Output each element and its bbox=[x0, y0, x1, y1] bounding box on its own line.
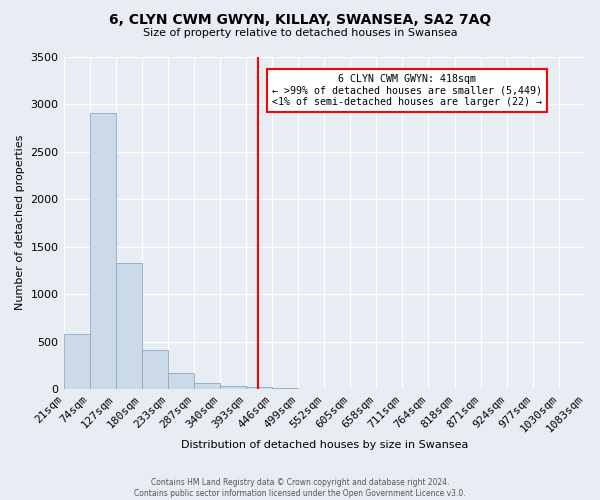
Bar bbox=[89, 112, 116, 389]
X-axis label: Distribution of detached houses by size in Swansea: Distribution of detached houses by size … bbox=[181, 440, 468, 450]
Text: Size of property relative to detached houses in Swansea: Size of property relative to detached ho… bbox=[143, 28, 457, 38]
Y-axis label: Number of detached properties: Number of detached properties bbox=[15, 135, 25, 310]
Text: 6 CLYN CWM GWYN: 418sqm
← >99% of detached houses are smaller (5,449)
<1% of sem: 6 CLYN CWM GWYN: 418sqm ← >99% of detach… bbox=[272, 74, 542, 107]
Bar bbox=[116, 262, 142, 389]
Text: 6, CLYN CWM GWYN, KILLAY, SWANSEA, SA2 7AQ: 6, CLYN CWM GWYN, KILLAY, SWANSEA, SA2 7… bbox=[109, 12, 491, 26]
Bar bbox=[64, 334, 89, 389]
Bar bbox=[220, 386, 246, 389]
Bar bbox=[142, 350, 167, 389]
Text: Contains HM Land Registry data © Crown copyright and database right 2024.
Contai: Contains HM Land Registry data © Crown c… bbox=[134, 478, 466, 498]
Bar bbox=[246, 386, 272, 389]
Bar bbox=[194, 383, 220, 389]
Bar bbox=[167, 374, 194, 389]
Bar bbox=[272, 388, 298, 389]
